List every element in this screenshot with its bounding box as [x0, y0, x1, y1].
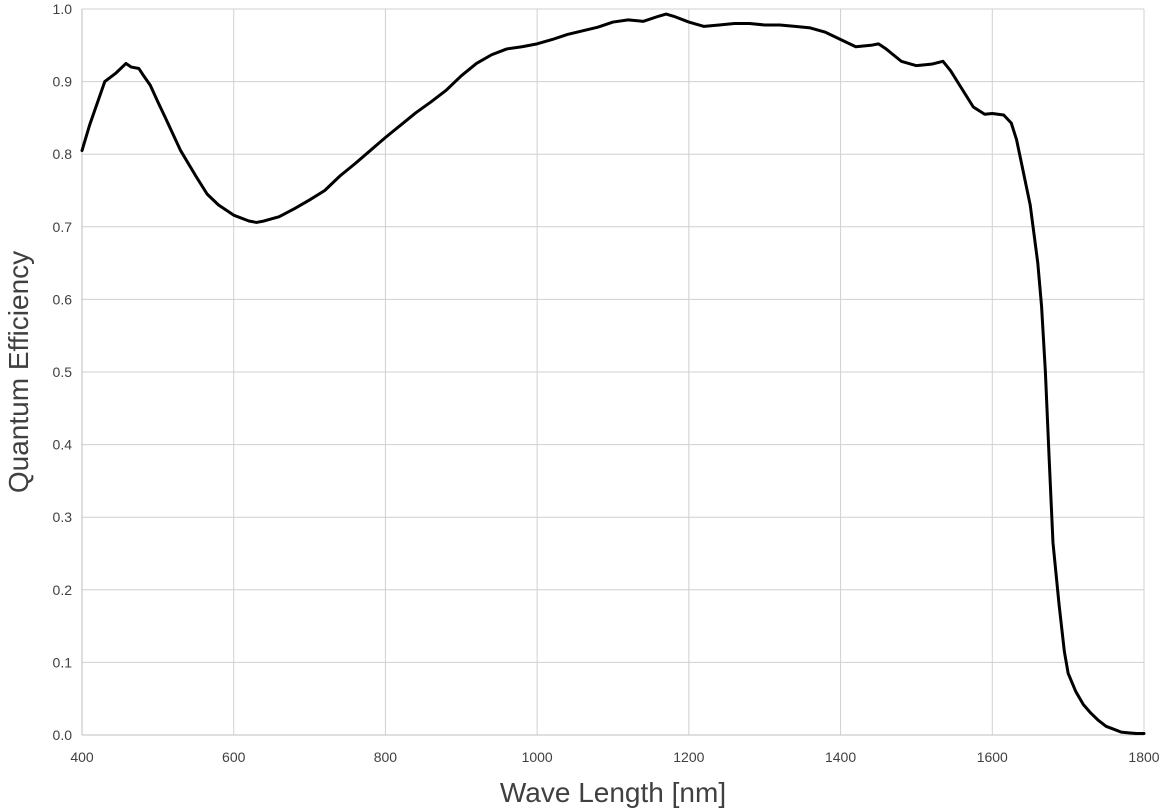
x-tick-label: 1200: [673, 749, 704, 765]
y-axis-title: Quantum Efficiency: [3, 251, 34, 493]
y-tick-label: 0.2: [53, 582, 73, 598]
y-tick-label: 0.6: [53, 291, 73, 307]
y-tick-label: 0.3: [53, 509, 73, 525]
axes: [81, 9, 1144, 736]
y-tick-label: 0.9: [53, 74, 73, 90]
x-tick-label: 1400: [825, 749, 856, 765]
x-axis-title: Wave Length [nm]: [500, 777, 726, 808]
x-tick-label: 1000: [522, 749, 553, 765]
y-tick-label: 0.0: [53, 727, 73, 743]
y-tick-label: 0.4: [53, 437, 73, 453]
y-tick-label: 0.1: [53, 654, 73, 670]
x-tick-label: 600: [222, 749, 246, 765]
tick-labels: 0.0 0.1 0.2 0.3 0.4 0.5 0.6 0.7 0.8 0.9 1.0 400 600 8…: [53, 1, 1160, 765]
y-tick-label: 0.8: [53, 146, 73, 162]
y-tick-label: 0.5: [53, 364, 73, 380]
x-tick-label: 800: [374, 749, 398, 765]
x-tick-label: 400: [70, 749, 94, 765]
y-tick-label: 1.0: [53, 1, 73, 17]
series-layer: [80, 12, 1146, 736]
qe-series-line: [80, 12, 1146, 736]
grid: [82, 8, 1145, 735]
y-tick-label: 0.7: [53, 219, 73, 235]
x-tick-label: 1600: [977, 749, 1008, 765]
x-tick-label: 1800: [1128, 749, 1159, 765]
